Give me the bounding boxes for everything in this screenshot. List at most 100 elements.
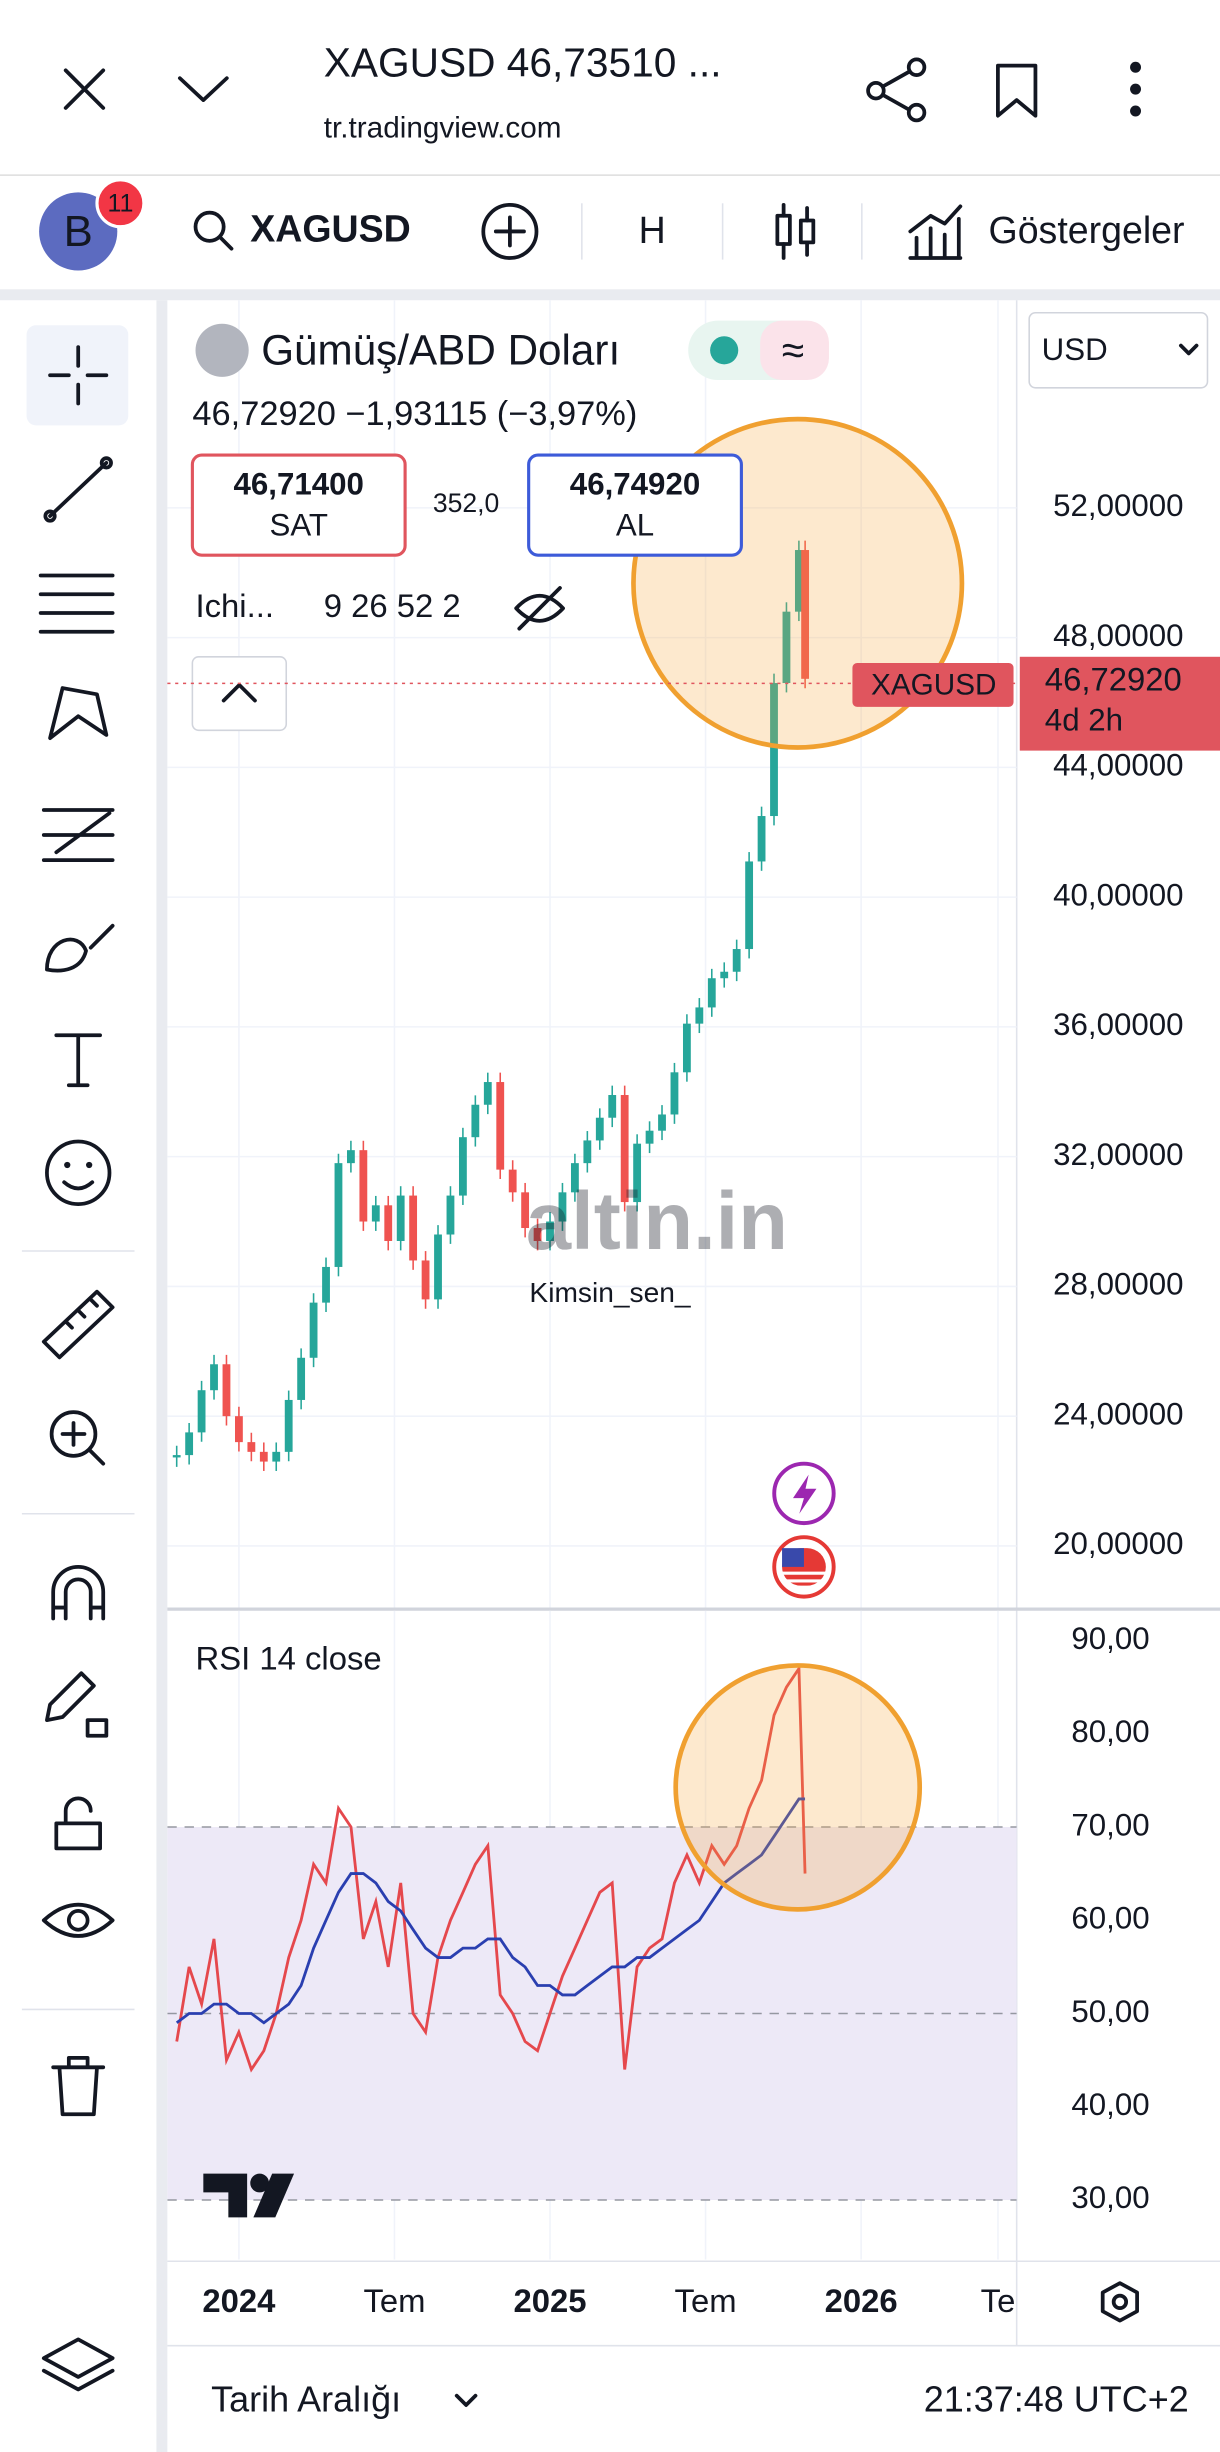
close-button[interactable] bbox=[63, 68, 106, 110]
y-tick-label: 44,00000 bbox=[1053, 748, 1183, 783]
x-tick-label: 2026 bbox=[825, 2282, 898, 2319]
y-tick-label: 40,00000 bbox=[1053, 877, 1183, 912]
x-tick-label: Tem bbox=[675, 2282, 737, 2319]
event-icon[interactable] bbox=[772, 1461, 836, 1526]
sell-label: SAT bbox=[269, 507, 328, 542]
currency-select[interactable] bbox=[1028, 311, 1209, 389]
share-button[interactable] bbox=[866, 57, 927, 123]
legend: Gümüş/ABD Doları ≈ 46,72920 −1,93115 (−3… bbox=[190, 320, 829, 732]
search-icon bbox=[218, 235, 234, 251]
indicator-name: Ichi... bbox=[196, 587, 274, 624]
collapse-button[interactable] bbox=[177, 76, 229, 102]
x-tick-label: 2025 bbox=[513, 2282, 586, 2319]
magnet-tool[interactable] bbox=[51, 1565, 106, 1621]
status-pill bbox=[760, 320, 829, 380]
symbol-logo bbox=[195, 323, 249, 377]
fib-tool[interactable] bbox=[38, 573, 115, 634]
trend-line-tool[interactable] bbox=[48, 461, 109, 518]
sell-price: 46,71400 bbox=[234, 467, 364, 502]
clock: 21:37:48 UTC+2 bbox=[924, 2378, 1189, 2419]
rsi-title: RSI 14 close bbox=[196, 1639, 382, 1676]
economic-event-icon[interactable] bbox=[772, 1535, 836, 1599]
y-tick-label: 30,00 bbox=[1071, 2180, 1149, 2215]
y-tick-label: 24,00000 bbox=[1053, 1396, 1183, 1431]
divider bbox=[156, 300, 168, 2452]
crosshair-tool[interactable] bbox=[48, 345, 109, 406]
delete-tool[interactable] bbox=[51, 2056, 106, 2117]
date-range-button[interactable]: Tarih Aralığı bbox=[211, 2378, 401, 2419]
y-tick-label: 52,00000 bbox=[1053, 488, 1183, 523]
prediction-tool[interactable] bbox=[41, 808, 115, 862]
bookmark-button[interactable] bbox=[996, 63, 1038, 118]
hide-indicator[interactable] bbox=[514, 586, 565, 631]
avatar-letter: B bbox=[64, 207, 93, 256]
rsi-line bbox=[175, 1797, 806, 2025]
buy-label: AL bbox=[616, 507, 654, 542]
crosshair-tool-bg bbox=[26, 325, 129, 426]
interval-button[interactable]: H bbox=[639, 209, 666, 251]
watermark-user: Kimsin_sen_ bbox=[529, 1277, 690, 1308]
indicators-icon bbox=[908, 204, 963, 260]
last-price-tag bbox=[1019, 656, 1220, 751]
x-tick-label: Tem bbox=[363, 2282, 425, 2319]
spread: 352,0 bbox=[433, 488, 500, 518]
brush-tool[interactable] bbox=[45, 923, 115, 973]
y-tick-label: 36,00000 bbox=[1053, 1007, 1183, 1042]
ruler-tool[interactable] bbox=[41, 1289, 115, 1360]
y-tick-label: 40,00 bbox=[1071, 2087, 1149, 2122]
page-url: tr.tradingview.com bbox=[324, 112, 562, 145]
price-change: 46,72920 −1,93115 (−3,97%) bbox=[192, 395, 637, 433]
y-tick-label: 50,00 bbox=[1071, 1994, 1149, 2029]
emoji-tool[interactable] bbox=[45, 1139, 112, 1206]
sell-button[interactable] bbox=[190, 453, 407, 557]
symbol-price-tag bbox=[852, 663, 1014, 707]
y-tick-label: 20,00000 bbox=[1053, 1526, 1183, 1561]
zoom-tool[interactable] bbox=[49, 1410, 106, 1466]
settings-button[interactable] bbox=[1100, 2281, 1139, 2323]
x-tick-label: 2024 bbox=[202, 2282, 276, 2319]
y-tick-label: 28,00000 bbox=[1053, 1267, 1183, 1302]
x-tick-label: Te bbox=[981, 2282, 1016, 2319]
y-tick-label: 70,00 bbox=[1071, 1807, 1149, 1842]
notification-badge bbox=[95, 178, 146, 229]
divider bbox=[0, 289, 1220, 301]
lock-drawing-tool[interactable] bbox=[45, 1671, 109, 1738]
page-title: XAGUSD 46,73510 ... bbox=[324, 39, 722, 85]
layers-button[interactable] bbox=[41, 2337, 115, 2392]
countdown: 4d 2h bbox=[1045, 703, 1123, 738]
indicators-button[interactable]: Göstergeler bbox=[989, 209, 1185, 251]
badge-count: 11 bbox=[107, 189, 133, 217]
buy-button[interactable] bbox=[527, 453, 743, 557]
y-tick-label: 60,00 bbox=[1071, 1901, 1149, 1936]
watermark: altin.in Kimsin_sen_ bbox=[526, 1176, 788, 1308]
data-problem-icon: ≈ bbox=[782, 327, 804, 373]
top-bar: XAGUSD 46,73510 ... tr.tradingview.com bbox=[0, 39, 1220, 176]
indicator-params: 9 26 52 2 bbox=[324, 587, 461, 624]
chart-type-button[interactable] bbox=[775, 202, 816, 260]
watermark-brand: altin.in bbox=[526, 1176, 788, 1267]
chart-toolbar: B 11 XAGUSD H Göstergeler bbox=[0, 178, 1220, 301]
symbol-price-tag-label: XAGUSD bbox=[871, 668, 996, 701]
y-tick-label: 32,00000 bbox=[1053, 1137, 1183, 1172]
y-tick-label: 48,00000 bbox=[1053, 618, 1183, 653]
lock-tool[interactable] bbox=[54, 1796, 102, 1851]
last-price-value: 46,72920 bbox=[1045, 660, 1182, 697]
search-icon bbox=[193, 210, 226, 243]
drawing-toolbar bbox=[21, 300, 168, 2452]
tradingview-logo bbox=[203, 2173, 295, 2218]
collapse-legend[interactable] bbox=[191, 656, 288, 732]
pattern-tool[interactable] bbox=[48, 686, 109, 740]
highlight-circle bbox=[673, 1663, 923, 1912]
currency-label: USD bbox=[1042, 332, 1108, 367]
symbol-search[interactable]: XAGUSD bbox=[250, 207, 411, 249]
market-open-dot bbox=[710, 336, 739, 365]
visibility-tool[interactable] bbox=[41, 1902, 115, 1938]
more-button[interactable] bbox=[1130, 61, 1142, 117]
y-tick-label: 90,00 bbox=[1071, 1621, 1149, 1656]
add-symbol[interactable] bbox=[481, 202, 539, 260]
text-tool[interactable] bbox=[54, 1033, 102, 1088]
symbol-name: Gümüş/ABD Doları bbox=[261, 327, 620, 374]
